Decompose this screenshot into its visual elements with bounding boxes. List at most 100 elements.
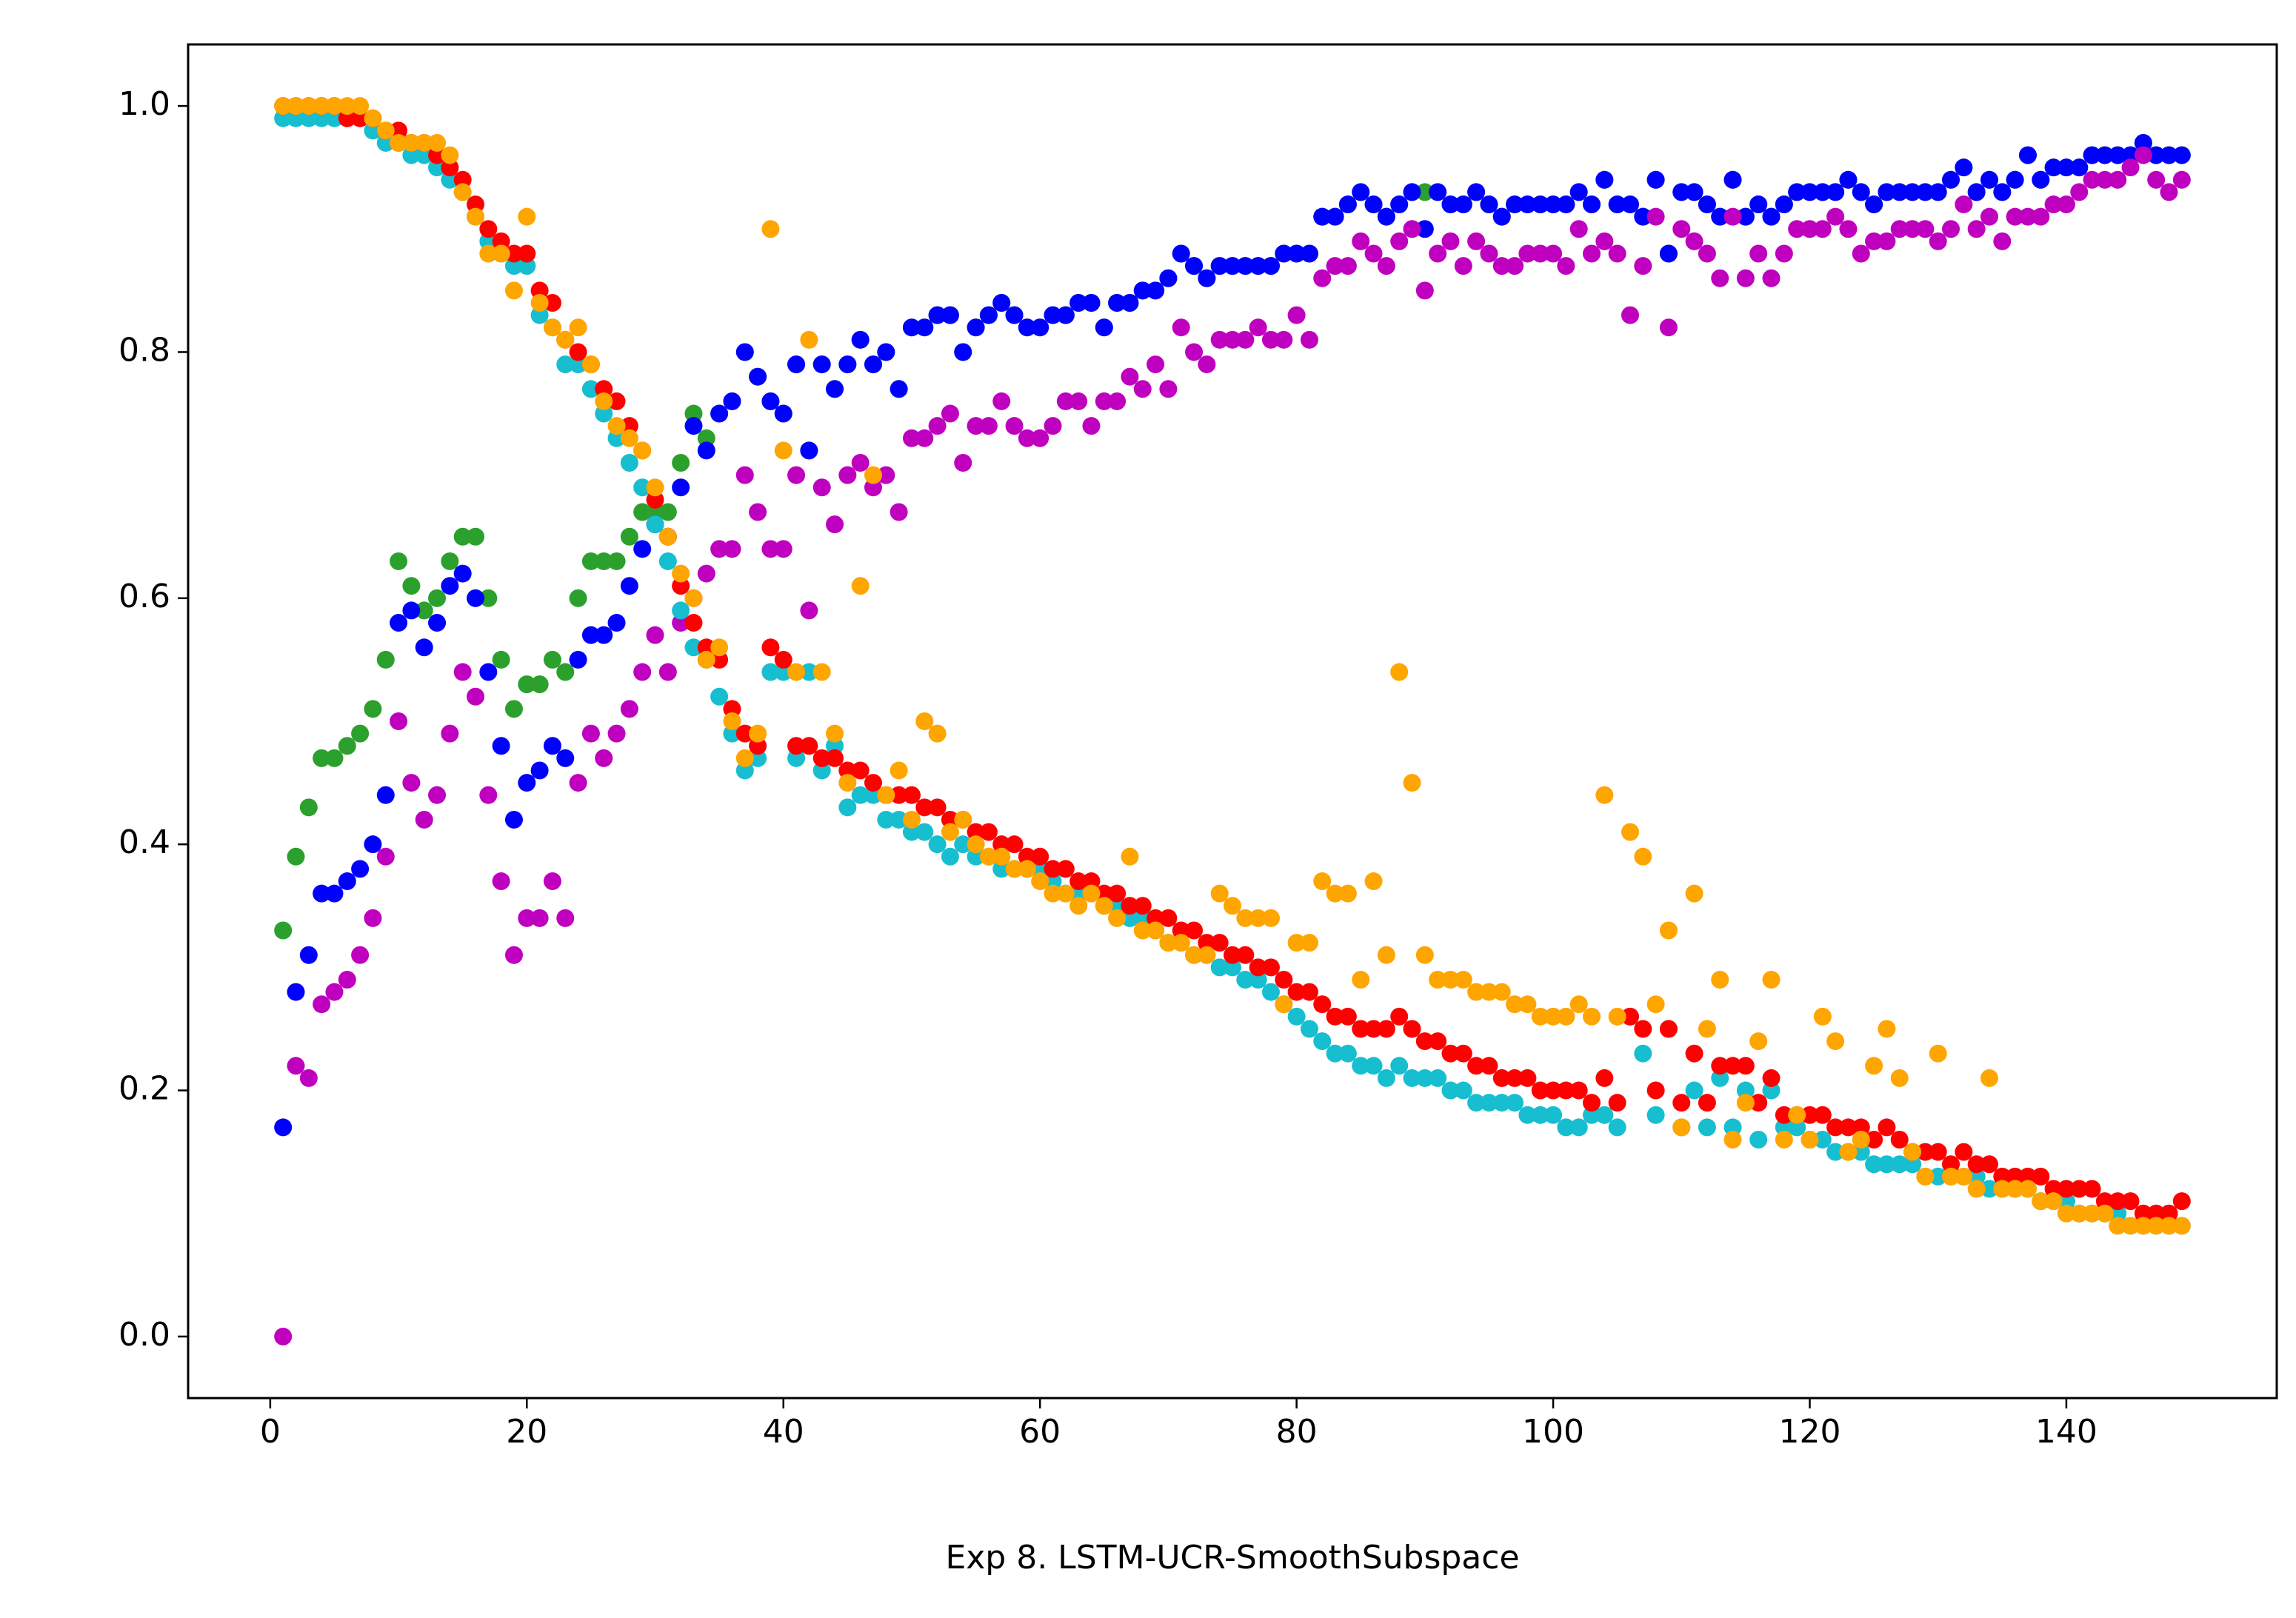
data-point bbox=[479, 786, 498, 804]
data-point bbox=[979, 417, 998, 435]
data-point bbox=[1377, 207, 1395, 226]
data-point bbox=[504, 244, 523, 263]
data-point bbox=[1147, 909, 1165, 927]
data-point bbox=[1185, 921, 1204, 940]
data-point bbox=[441, 552, 459, 570]
data-point bbox=[1441, 1081, 1460, 1100]
data-point bbox=[1300, 983, 1318, 1001]
data-point bbox=[274, 921, 293, 940]
data-point bbox=[325, 97, 344, 116]
data-point bbox=[274, 109, 293, 127]
data-point bbox=[1852, 1131, 1870, 1149]
data-point bbox=[569, 343, 587, 361]
data-point bbox=[1980, 1155, 1998, 1174]
y-tick-label: 0.2 bbox=[119, 1070, 170, 1108]
data-point bbox=[1210, 934, 1229, 952]
data-point bbox=[1403, 774, 1421, 792]
data-point bbox=[1813, 183, 1832, 201]
data-point bbox=[941, 306, 959, 324]
data-point bbox=[1672, 220, 1691, 238]
data-point bbox=[1480, 1057, 1498, 1075]
data-point bbox=[1788, 220, 1806, 238]
data-point bbox=[2044, 195, 2063, 214]
data-point bbox=[1762, 1069, 1781, 1087]
data-point bbox=[646, 515, 664, 534]
data-point bbox=[1595, 232, 1614, 250]
data-point bbox=[2083, 146, 2101, 164]
data-point bbox=[299, 109, 318, 127]
data-point bbox=[672, 478, 690, 497]
data-point bbox=[1287, 244, 1306, 263]
data-point bbox=[402, 146, 421, 164]
data-point bbox=[851, 761, 870, 780]
data-point bbox=[1415, 946, 1434, 964]
data-point bbox=[1890, 1155, 1909, 1174]
data-point bbox=[1338, 884, 1357, 903]
data-point bbox=[1557, 195, 1575, 214]
data-point bbox=[1903, 1143, 1922, 1161]
data-point bbox=[1736, 207, 1755, 226]
data-point bbox=[1326, 884, 1344, 903]
data-point bbox=[1544, 195, 1563, 214]
data-point bbox=[992, 847, 1011, 866]
data-point bbox=[1429, 183, 1447, 201]
data-point bbox=[749, 503, 767, 521]
data-point bbox=[838, 798, 857, 817]
data-point bbox=[826, 724, 844, 743]
data-point bbox=[1583, 195, 1601, 214]
data-point bbox=[1236, 330, 1255, 349]
data-point bbox=[633, 441, 652, 460]
data-point bbox=[1942, 1167, 1960, 1186]
data-point bbox=[543, 872, 561, 891]
data-point bbox=[1608, 244, 1626, 263]
data-point bbox=[1993, 1167, 2012, 1186]
data-point bbox=[556, 749, 575, 767]
data-point bbox=[1133, 909, 1152, 927]
data-point bbox=[1352, 1020, 1370, 1038]
data-point bbox=[1736, 1094, 1755, 1112]
data-point bbox=[1261, 958, 1280, 977]
data-point bbox=[518, 675, 536, 694]
data-point bbox=[787, 737, 806, 755]
data-point bbox=[376, 786, 395, 804]
data-point bbox=[479, 220, 498, 238]
data-point bbox=[1133, 897, 1152, 915]
data-point bbox=[735, 761, 754, 780]
data-point bbox=[1557, 1007, 1575, 1026]
data-point bbox=[710, 687, 729, 706]
data-point bbox=[800, 737, 818, 755]
data-point bbox=[1429, 1069, 1447, 1087]
data-point bbox=[1916, 220, 1935, 238]
data-point bbox=[749, 724, 767, 743]
data-point bbox=[1749, 1131, 1768, 1149]
data-point bbox=[504, 257, 523, 275]
data-point bbox=[890, 503, 908, 521]
data-point bbox=[1172, 244, 1190, 263]
data-point bbox=[1557, 1081, 1575, 1100]
data-point bbox=[1364, 1020, 1383, 1038]
data-point bbox=[1364, 244, 1383, 263]
data-point bbox=[710, 638, 729, 657]
data-point bbox=[1518, 1106, 1537, 1124]
data-point bbox=[428, 589, 447, 607]
data-point bbox=[1261, 909, 1280, 927]
data-point bbox=[479, 244, 498, 263]
data-point bbox=[1159, 380, 1178, 398]
data-point bbox=[684, 638, 703, 657]
data-point bbox=[697, 638, 715, 657]
data-point bbox=[1198, 934, 1216, 952]
data-point bbox=[2109, 1217, 2127, 1235]
data-point bbox=[2044, 1192, 2063, 1211]
data-point bbox=[1801, 183, 1819, 201]
data-point bbox=[1198, 355, 1216, 374]
data-point bbox=[787, 355, 806, 374]
data-point bbox=[941, 810, 959, 829]
data-point bbox=[1839, 220, 1858, 238]
data-point bbox=[1583, 1094, 1601, 1112]
data-point bbox=[684, 417, 703, 435]
data-point bbox=[1826, 1032, 1845, 1051]
data-point bbox=[415, 810, 433, 829]
y-tick-label: 0.8 bbox=[119, 331, 170, 369]
data-point bbox=[287, 983, 305, 1001]
